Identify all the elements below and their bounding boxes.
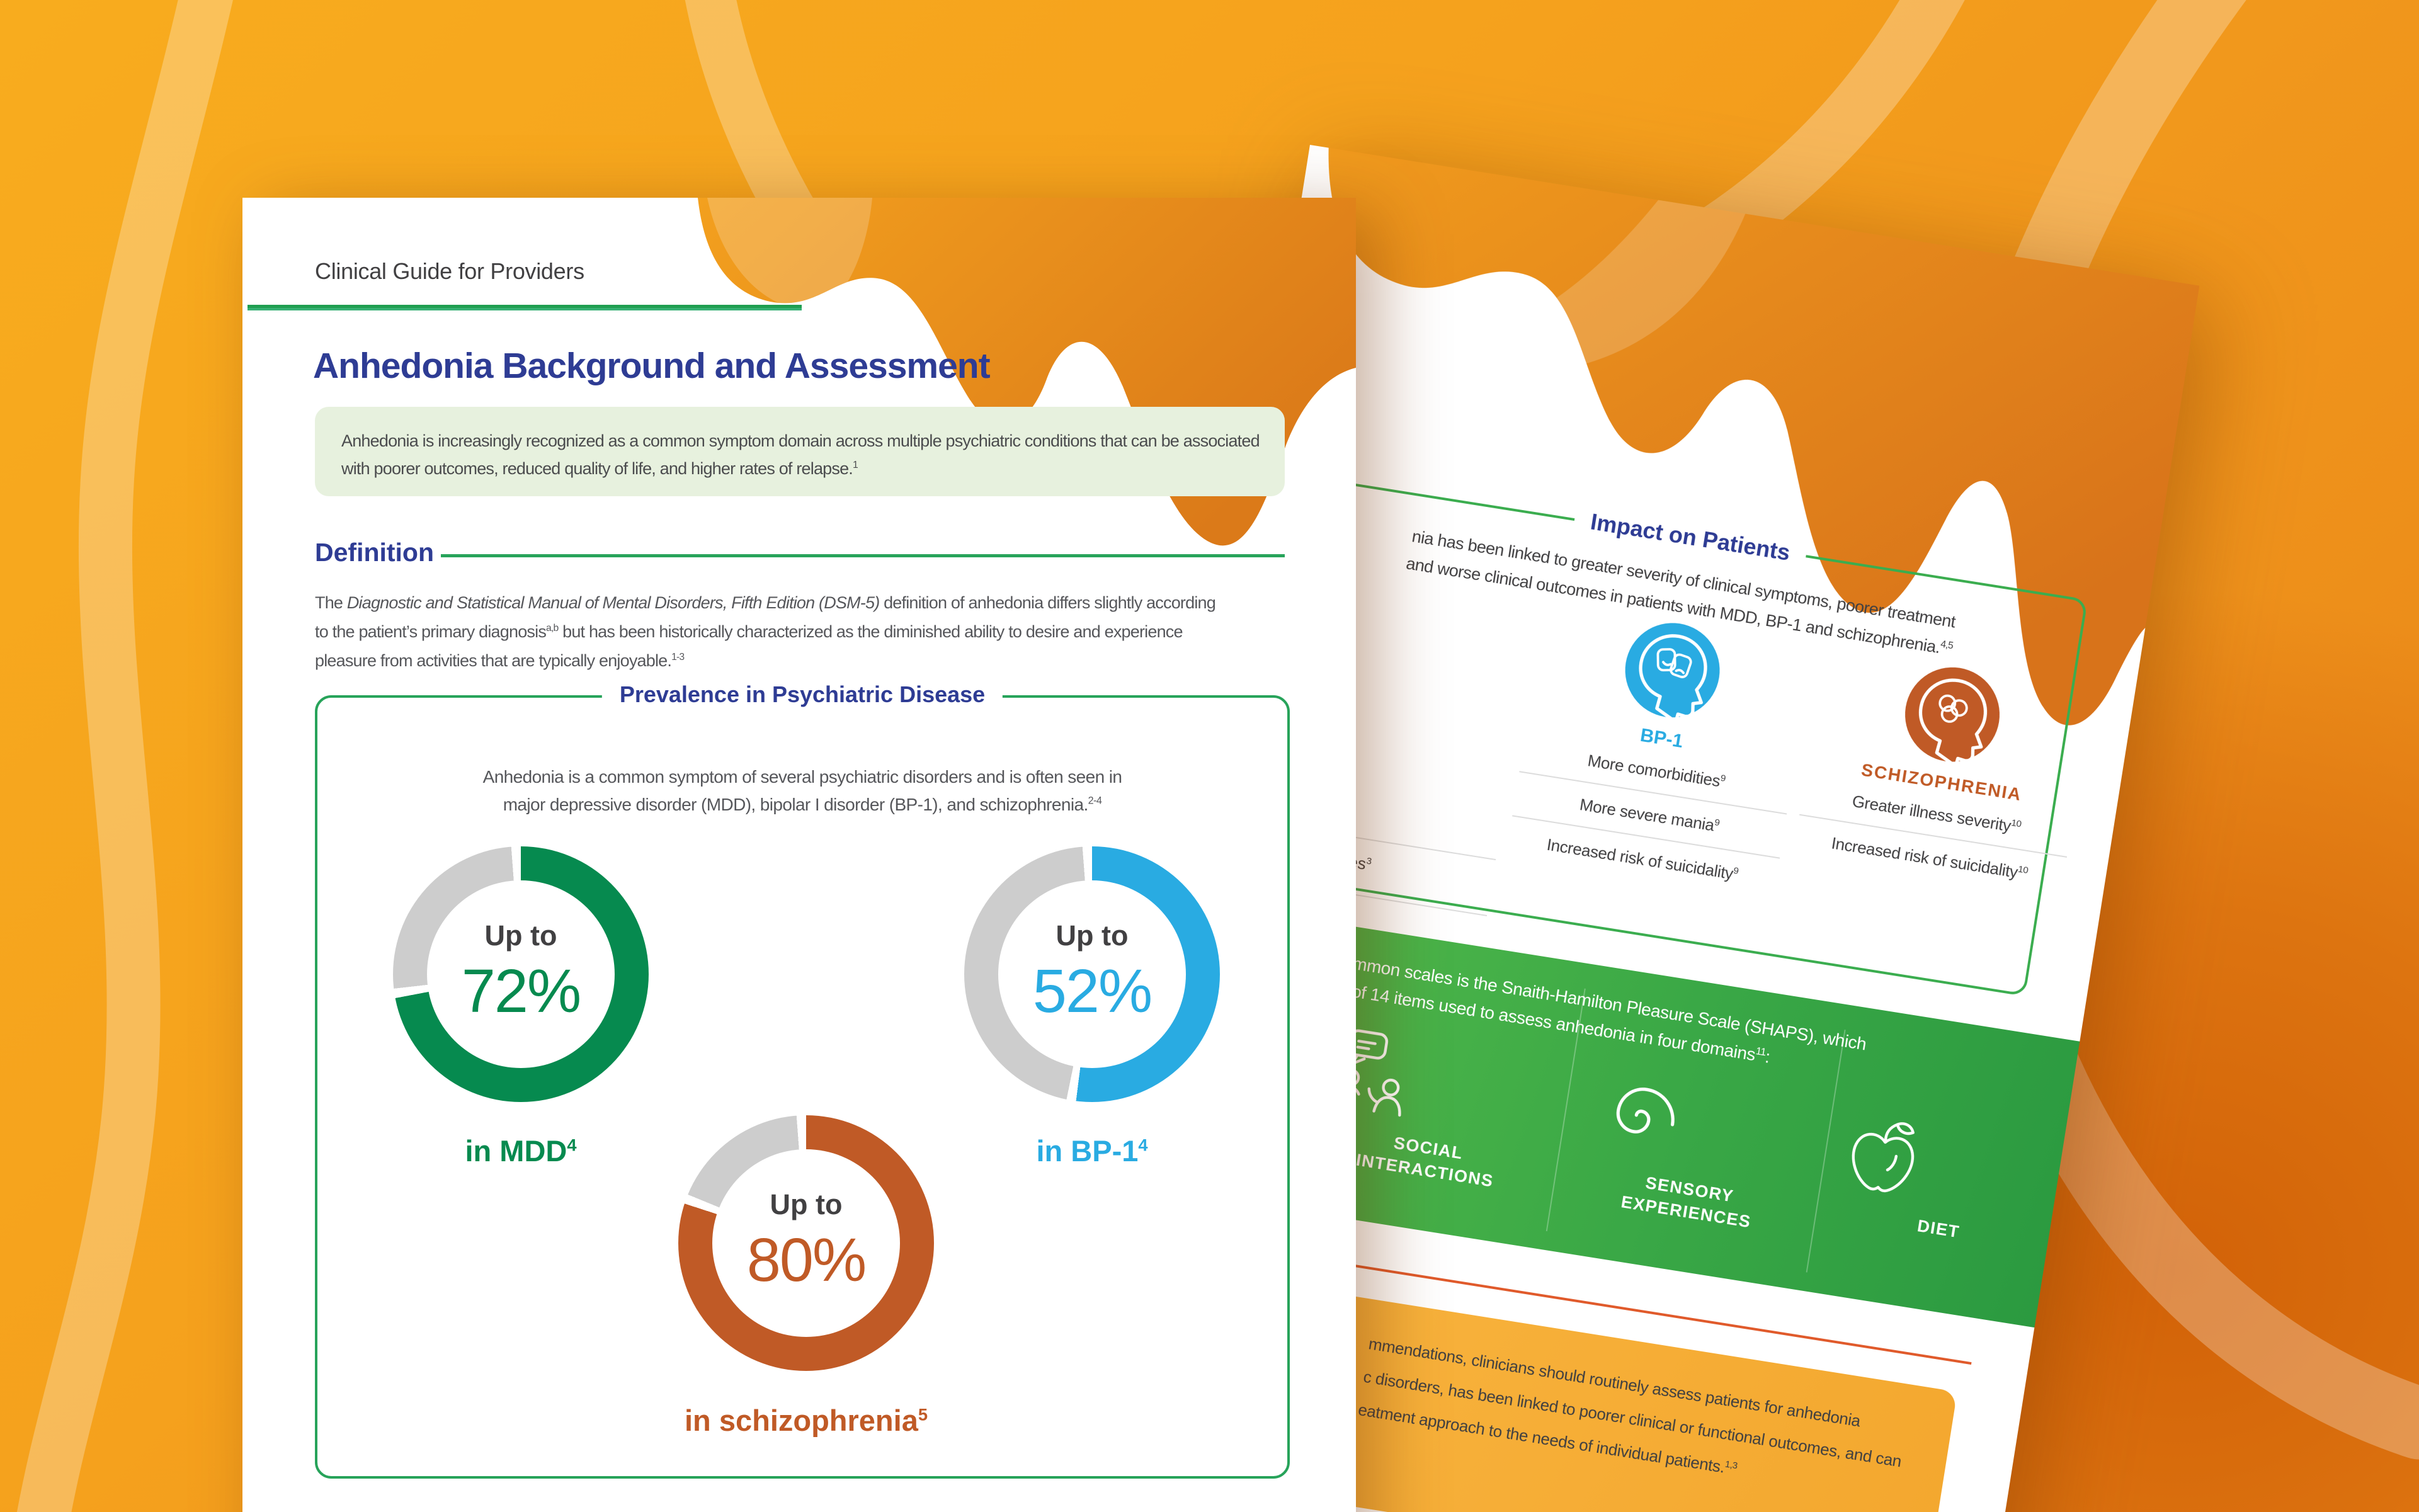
summary-callout-box: Anhedonia is increasingly recognized as … bbox=[315, 407, 1285, 496]
column-schizophrenia: SCHIZOPHRENIA Greater illness severity10… bbox=[1792, 647, 2093, 901]
donut-qualifier: Up to bbox=[484, 919, 557, 952]
document-eyebrow: Clinical Guide for Providers bbox=[315, 258, 584, 284]
spiral-icon bbox=[1616, 1088, 1675, 1134]
donut-chart-mdd: Up to 72% bbox=[393, 846, 649, 1102]
apple-icon bbox=[1852, 1122, 1915, 1193]
donut-chart-schizophrenia: Up to 80% bbox=[678, 1115, 934, 1371]
page-2: Impact on Patients nia has been linked t… bbox=[1054, 145, 2200, 1512]
prevalence-box-title: Prevalence in Psychiatric Disease bbox=[601, 681, 1003, 708]
page-1: Clinical Guide for Providers Anhedonia B… bbox=[242, 198, 1356, 1512]
page-title: Anhedonia Background and Assessment bbox=[313, 346, 991, 386]
definition-paragraph: The Diagnostic and Statistical Manual of… bbox=[315, 593, 1216, 670]
domain-diet: DIET bbox=[1824, 1103, 2068, 1258]
manual-title-italic: Diagnostic and Statistical Manual of Men… bbox=[346, 593, 880, 612]
impact-on-patients-box: Impact on Patients nia has been linked t… bbox=[1230, 474, 2088, 997]
eyebrow-underline bbox=[248, 305, 802, 310]
donut-label-mdd: in MDD4 bbox=[465, 1134, 577, 1168]
donut-qualifier: Up to bbox=[1056, 919, 1129, 952]
page1-orange-blob bbox=[698, 198, 1356, 546]
definition-heading-line bbox=[441, 554, 1285, 557]
donut-value: 72% bbox=[461, 957, 581, 1025]
bp1-head-icon bbox=[1618, 616, 1727, 725]
donut-label-schizophrenia: in schizophrenia5 bbox=[685, 1404, 928, 1437]
donut-chart-bp1: Up to 52% bbox=[964, 846, 1220, 1102]
definition-heading: Definition bbox=[315, 538, 435, 567]
donut-value: 52% bbox=[1032, 957, 1153, 1025]
prevalence-intro: Anhedonia is a common symptom of several… bbox=[482, 767, 1122, 814]
donut-value: 80% bbox=[746, 1225, 867, 1294]
donut-qualifier: Up to bbox=[770, 1188, 843, 1220]
prevalence-box: Prevalence in Psychiatric Disease Anhedo… bbox=[315, 681, 1290, 1479]
recommendation-text: mmendations, clinicians should routinely… bbox=[1357, 1334, 1903, 1477]
domain-sensory-experiences: SENSORY EXPERIENCES bbox=[1573, 1064, 1819, 1241]
summary-text: Anhedonia is increasingly recognized as … bbox=[341, 431, 1260, 478]
schizophrenia-head-icon bbox=[1898, 660, 2006, 769]
column-bp1: BP-1 More comorbidities9 More severe man… bbox=[1505, 603, 1813, 902]
page2-orange-blob bbox=[1328, 147, 2200, 725]
donut-label-bp1: in BP-14 bbox=[1036, 1134, 1148, 1168]
